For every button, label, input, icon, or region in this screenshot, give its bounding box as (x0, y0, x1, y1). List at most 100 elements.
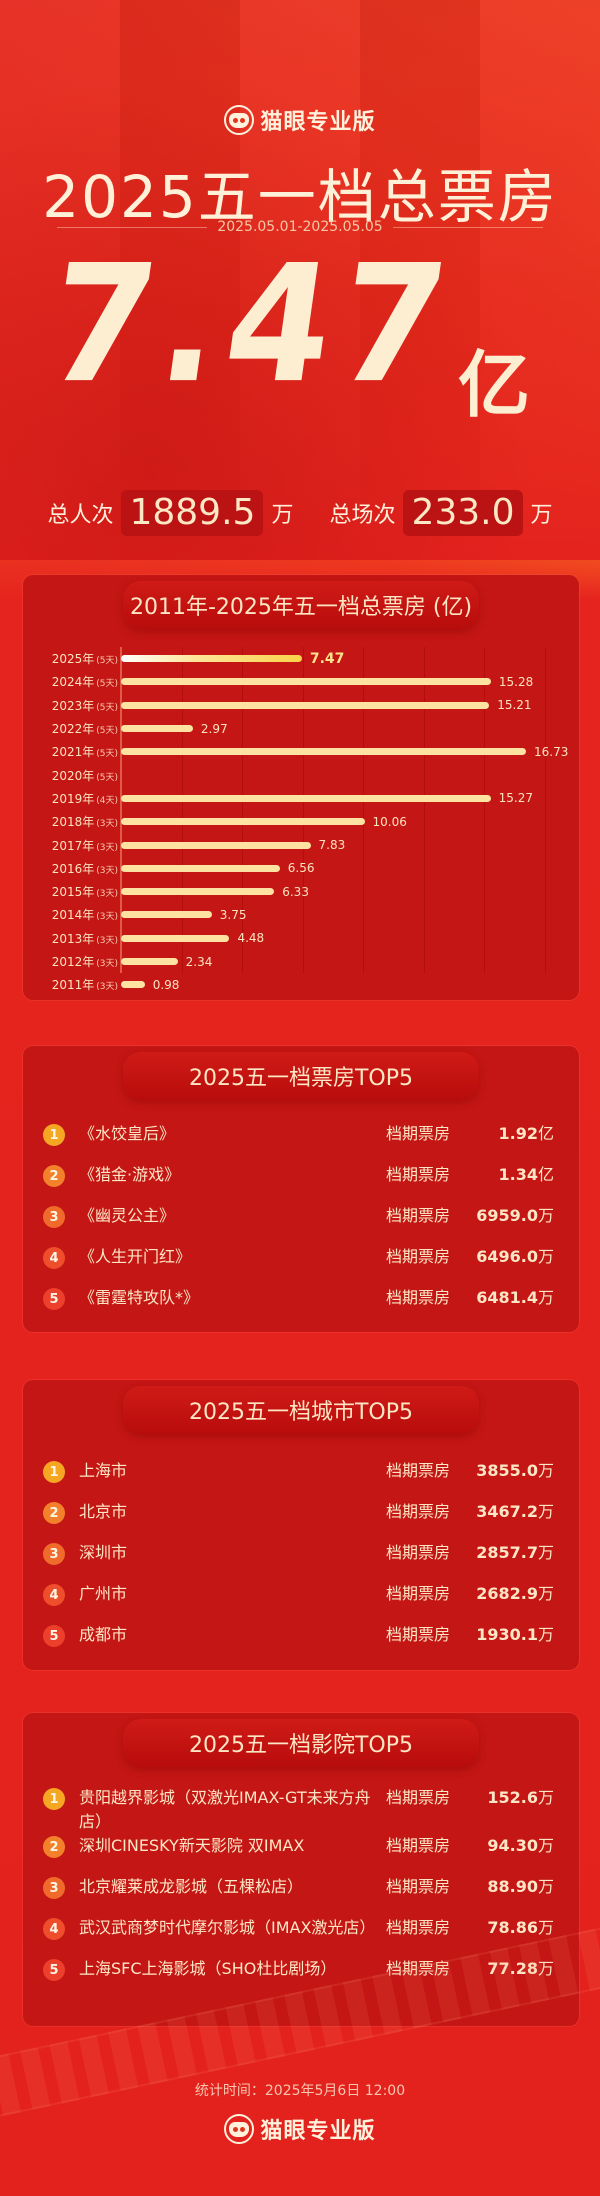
cinemas-top5-title: 2025五一档影院TOP5 (123, 1719, 479, 1767)
brand-header: 猫眼专业版 (0, 104, 600, 136)
rank-badge: 1 (43, 1788, 65, 1810)
rank-name: 《人生开门红》 (79, 1247, 192, 1266)
chart-category-label: 2019年 (4天) (23, 790, 118, 807)
movies-top5-list: 1 《水饺皇后》 档期票房 1.92亿 2 《猎金·游戏》 档期票房 1.34亿 3 《幽灵公主》… (23, 1122, 579, 1327)
chart-row: 2019年 (4天) 15.27 (23, 787, 579, 810)
chart-category-label: 2013年 (3天) (23, 930, 118, 947)
days-label: (5天) (96, 726, 118, 737)
rank-value: 6481.4万 (476, 1288, 554, 1307)
stats-row: 总人次 1889.5 万 总场次 233.0 万 (0, 490, 600, 536)
rank-column-label: 档期票房 (386, 1124, 451, 1143)
days-label: (4天) (96, 795, 118, 806)
cinemas-top5-list: 1 贵阳越界影城（双激光IMAX-GT未来方舟店） 档期票房 152.6万 2 深圳CIN… (23, 1786, 579, 1998)
rank-column-label: 档期票房 (386, 1625, 451, 1644)
chart-value-label: 15.27 (498, 791, 534, 806)
days-label: (3天) (96, 912, 118, 923)
rank-badge: 1 (43, 1461, 65, 1483)
rank-row: 1 《水饺皇后》 档期票房 1.92亿 (23, 1122, 579, 1163)
rank-column-label: 档期票房 (386, 1206, 451, 1225)
rank-row: 1 贵阳越界影城（双激光IMAX-GT未来方舟店） 档期票房 152.6万 (23, 1786, 579, 1834)
chart-category-label: 2012年 (3天) (23, 953, 118, 970)
chart-row: 2020年 (5天) (23, 763, 579, 786)
rank-badge: 2 (43, 1502, 65, 1524)
rank-value: 1.92亿 (498, 1124, 555, 1143)
cat-face-icon (224, 2114, 255, 2144)
chart-row: 2025年 (5天) 7.47 (23, 647, 579, 670)
cities-top5-title: 2025五一档城市TOP5 (123, 1386, 479, 1434)
chart-row: 2011年 (3天) 0.98 (23, 973, 579, 996)
screenings-value: 233.0 (403, 490, 523, 536)
chart-row: 2021年 (5天) 16.73 (23, 740, 579, 763)
rank-column-label: 档期票房 (386, 1918, 451, 1937)
chart-row: 2018年 (3天) 10.06 (23, 810, 579, 833)
rank-row: 2 《猎金·游戏》 档期票房 1.34亿 (23, 1163, 579, 1204)
rank-value: 152.6万 (487, 1788, 554, 1807)
cities-top5-panel: 2025五一档城市TOP5 1 上海市 档期票房 3855.0万 2 北京市 档期票房 346… (23, 1380, 579, 1670)
rank-value: 1.34亿 (498, 1165, 555, 1184)
rank-value: 2682.9万 (476, 1584, 554, 1603)
chart-category-label: 2022年 (5天) (23, 720, 118, 737)
rank-column-label: 档期票房 (386, 1836, 451, 1855)
rank-badge: 5 (43, 1625, 65, 1647)
footer-brand: 猫眼专业版 (0, 2113, 600, 2145)
rank-name: 《雷霆特攻队*》 (79, 1288, 200, 1307)
rank-column-label: 档期票房 (386, 1165, 451, 1184)
chart-category-label: 2023年 (5天) (23, 697, 118, 714)
grid-line (423, 647, 425, 973)
days-label: (3天) (96, 982, 118, 993)
rank-value: 3467.2万 (476, 1502, 554, 1521)
grid-line (484, 647, 486, 973)
rank-badge: 4 (43, 1247, 65, 1269)
footer-brand-name: 猫眼专业版 (260, 2119, 376, 2144)
chart-value-label: 16.73 (534, 744, 569, 759)
divider-left (57, 226, 208, 228)
rank-name: 《幽灵公主》 (79, 1206, 176, 1225)
movies-top5-title: 2025五一档票房TOP5 (123, 1052, 479, 1100)
total-box-office-unit: 亿 (458, 343, 531, 427)
brand-name: 猫眼专业版 (260, 110, 376, 135)
chart-value-label: 6.33 (282, 884, 309, 899)
chart-bar (121, 958, 178, 965)
chart-title: 2011年-2025年五一档总票房 (亿) (123, 581, 479, 629)
chart-row: 2012年 (3天) 2.34 (23, 950, 579, 973)
chart-bar (121, 818, 365, 826)
rank-badge: 3 (43, 1543, 65, 1565)
total-box-office: 7.47 (36, 231, 466, 419)
movies-top5-panel: 2025五一档票房TOP5 1 《水饺皇后》 档期票房 1.92亿 2 《猎金·游戏》 档期… (23, 1046, 579, 1332)
rank-column-label: 档期票房 (386, 1584, 451, 1603)
rank-column-label: 档期票房 (386, 1877, 451, 1896)
chart-category-label: 2017年 (3天) (23, 837, 118, 854)
chart-row: 2013年 (3天) 4.48 (23, 927, 579, 950)
rank-row: 3 深圳市 档期票房 2857.7万 (23, 1541, 579, 1582)
bar-chart: 2025年 (5天) 7.47 2024年 (5天) 15.28 2023年 (5天) 15.2… (23, 647, 579, 996)
chart-category-label: 2020年 (5天) (23, 767, 118, 784)
year-label: 2022年 (51, 722, 95, 737)
chart-bar (121, 841, 311, 849)
days-label: (5天) (96, 772, 118, 783)
chart-value-label: 4.48 (237, 931, 265, 946)
chart-bar (121, 725, 193, 733)
chart-value-label: 2.97 (200, 721, 228, 736)
cities-top5-list: 1 上海市 档期票房 3855.0万 2 北京市 档期票房 3467.2万 3 深圳市 档期票房 28… (23, 1459, 579, 1664)
days-label: (3天) (96, 935, 118, 946)
rank-badge: 4 (43, 1918, 65, 1940)
year-label: 2012年 (51, 955, 95, 969)
rank-value: 77.28万 (472, 1957, 554, 1981)
chart-bar (121, 701, 490, 709)
days-label: (3天) (96, 889, 118, 900)
rank-column-label: 档期票房 (386, 1502, 451, 1521)
chart-category-label: 2024年 (5天) (23, 673, 118, 690)
admissions-unit: 万 (271, 503, 294, 528)
chart-bar (121, 864, 280, 872)
rank-badge: 2 (43, 1836, 65, 1858)
year-label: 2023年 (51, 698, 95, 713)
page-title: 2025五一档总票房 (42, 163, 558, 231)
rank-value: 6959.0万 (476, 1206, 554, 1225)
rank-column-label: 档期票房 (386, 1788, 451, 1807)
chart-category-label: 2011年 (3天) (23, 976, 118, 993)
rank-row: 3 《幽灵公主》 档期票房 6959.0万 (23, 1204, 579, 1245)
days-label: (3天) (96, 959, 118, 969)
rank-value: 6496.0万 (476, 1247, 554, 1266)
rank-badge: 1 (43, 1124, 65, 1146)
